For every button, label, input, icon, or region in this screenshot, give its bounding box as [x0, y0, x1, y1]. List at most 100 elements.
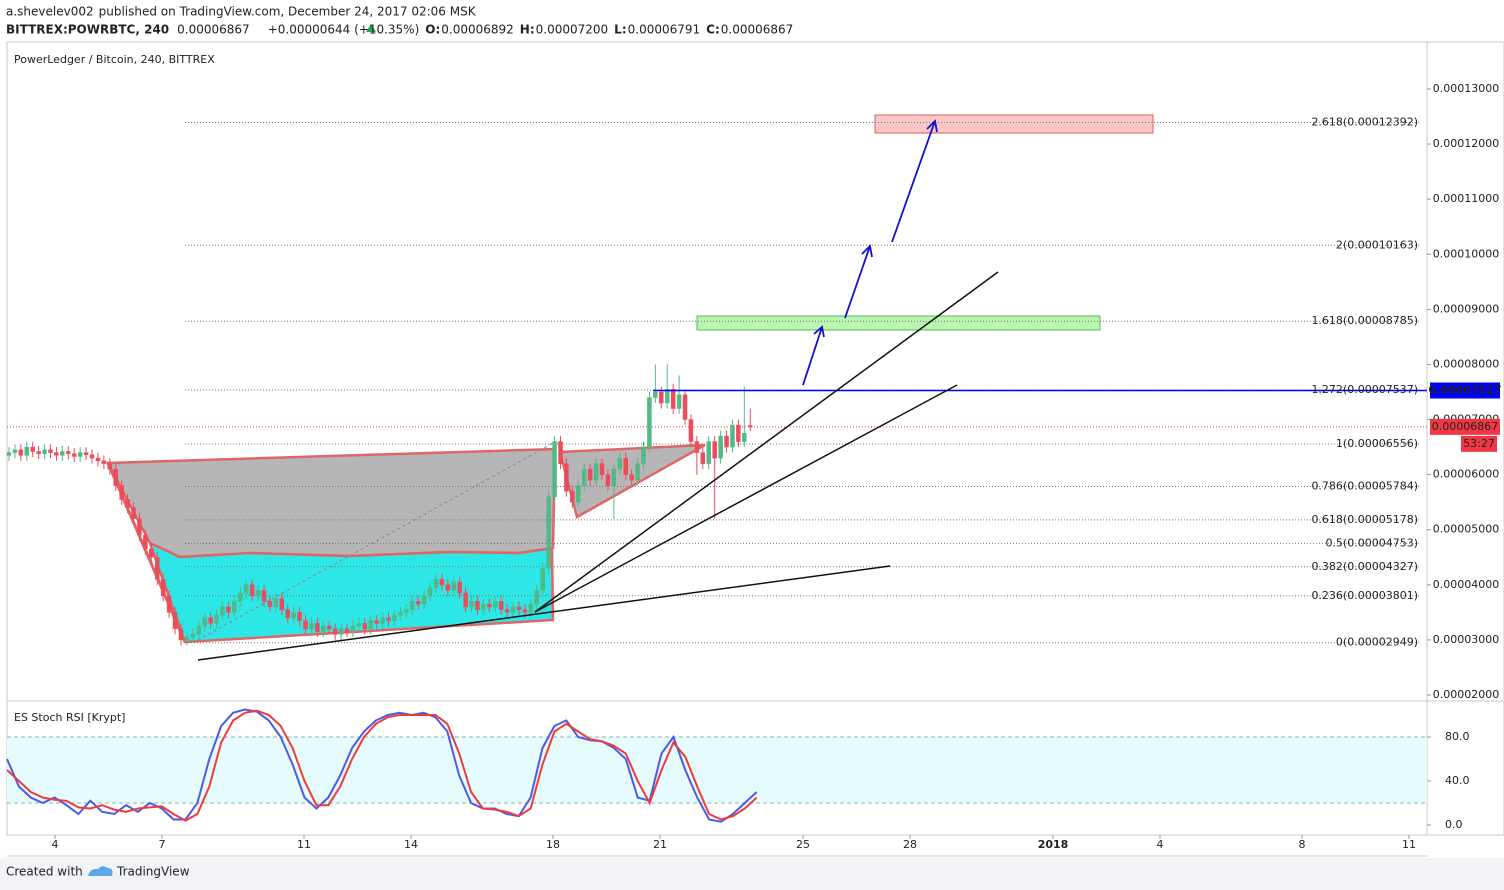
candle-body: [190, 634, 196, 638]
series-layer: [6, 121, 1427, 823]
candle-body: [427, 587, 433, 597]
countdown-tag: [1461, 435, 1497, 452]
fib-label: 1(0.00006556): [1336, 437, 1418, 450]
pattern-lower: [147, 540, 555, 644]
x-tick-label: 8: [1299, 838, 1306, 851]
candle-body: [380, 617, 385, 624]
candle-body: [558, 441, 563, 464]
chart-frame: [6, 41, 1504, 836]
candle-body: [445, 584, 451, 591]
candle-body: [255, 590, 261, 597]
fib-label: 0.786(0.00005784): [1311, 480, 1418, 493]
candle-body: [653, 391, 658, 398]
fib-label: 1.618(0.00008785): [1311, 314, 1418, 327]
candle-body: [261, 590, 267, 602]
candle-body: [451, 581, 456, 591]
header-text: H:: [520, 23, 535, 37]
candle-body: [309, 623, 314, 630]
candle-body: [498, 601, 504, 610]
candle-body: [599, 463, 605, 475]
price-tag: [1430, 382, 1500, 399]
y-tick-label: 80.0: [1445, 730, 1470, 743]
candle-body: [249, 584, 255, 597]
candle-body: [344, 628, 350, 632]
y-tick-label: 0.00006000: [1433, 468, 1499, 481]
price-tag: [1430, 418, 1500, 435]
candle-body: [528, 603, 534, 613]
pane-title: ES Stoch RSI [Krypt]: [14, 711, 125, 724]
x-tick-label: 4: [52, 838, 59, 851]
x-tick-label: 14: [404, 838, 418, 851]
candle-body: [137, 518, 142, 536]
up-triangle: [366, 24, 376, 32]
x-tick-label: 4: [1157, 838, 1164, 851]
candle-body: [439, 579, 445, 586]
candle-body: [392, 614, 397, 621]
candle-body: [30, 446, 35, 452]
y-tick-label: 0.00005000: [1433, 523, 1499, 536]
candle-body: [172, 612, 178, 630]
candle-body: [155, 557, 160, 580]
candle-body: [617, 457, 623, 470]
candle-body: [374, 620, 379, 624]
candle-body: [196, 625, 202, 635]
candle-body: [113, 468, 118, 486]
candle-body: [415, 601, 421, 605]
candle-body: [635, 463, 640, 481]
candle-body: [475, 601, 480, 610]
candle-body: [463, 592, 468, 608]
candle-body: [166, 595, 172, 613]
candle-body: [119, 485, 124, 500]
candle-body: [706, 441, 711, 464]
price-tag-label: 0.00006867: [1432, 420, 1498, 433]
candle-body: [736, 424, 741, 442]
candle-body: [83, 452, 89, 456]
candle-body: [421, 595, 427, 605]
band: [7, 736, 1427, 803]
candle-body: [368, 620, 373, 630]
y-tick-label: 0.00010000: [1433, 247, 1499, 260]
candle-body: [611, 468, 617, 486]
trend-line: [534, 271, 999, 613]
candle-body: [457, 581, 462, 594]
candle-body: [18, 449, 24, 456]
arrows: [802, 119, 938, 386]
candle-body: [647, 397, 652, 448]
footer-brand[interactable]: TradingView: [116, 865, 190, 879]
y-tick-label: 0.00011000: [1433, 192, 1499, 205]
candle-body: [409, 601, 415, 610]
candle-body: [552, 441, 557, 497]
candle-body: [202, 617, 207, 627]
candle-body: [469, 601, 474, 608]
candle-body: [522, 609, 528, 613]
candle-body: [676, 394, 682, 409]
dashed-line: [197, 442, 554, 641]
candle-body: [291, 612, 296, 619]
candle-body: [131, 507, 136, 519]
candle-body: [510, 606, 516, 613]
fib-label: 0.5(0.00004753): [1325, 536, 1418, 549]
candle-body: [184, 636, 190, 641]
target-zone: [696, 315, 1101, 331]
header-text: published on TradingView.com, December 2…: [99, 5, 477, 19]
candle-body: [581, 468, 587, 486]
header-text: BITTREX:POWRBTC, 240: [6, 23, 169, 37]
candle-body: [664, 388, 670, 404]
fib-label: 0.382(0.00004327): [1311, 560, 1418, 573]
trend-lines: [197, 119, 999, 661]
candle-body: [629, 474, 634, 481]
candle-body: [232, 601, 237, 613]
candle-body: [6, 452, 12, 456]
y-tick-label: 0.00009000: [1433, 302, 1499, 315]
candle-body: [688, 419, 694, 442]
stoch-line: [6, 708, 758, 823]
candle-body: [641, 446, 646, 464]
header-text: L:: [614, 23, 626, 37]
candle-body: [481, 603, 486, 610]
candle-body: [48, 449, 53, 453]
candle-body: [623, 457, 628, 475]
candle-body: [398, 612, 403, 616]
candle-body: [712, 441, 717, 459]
candle-body: [125, 499, 130, 508]
